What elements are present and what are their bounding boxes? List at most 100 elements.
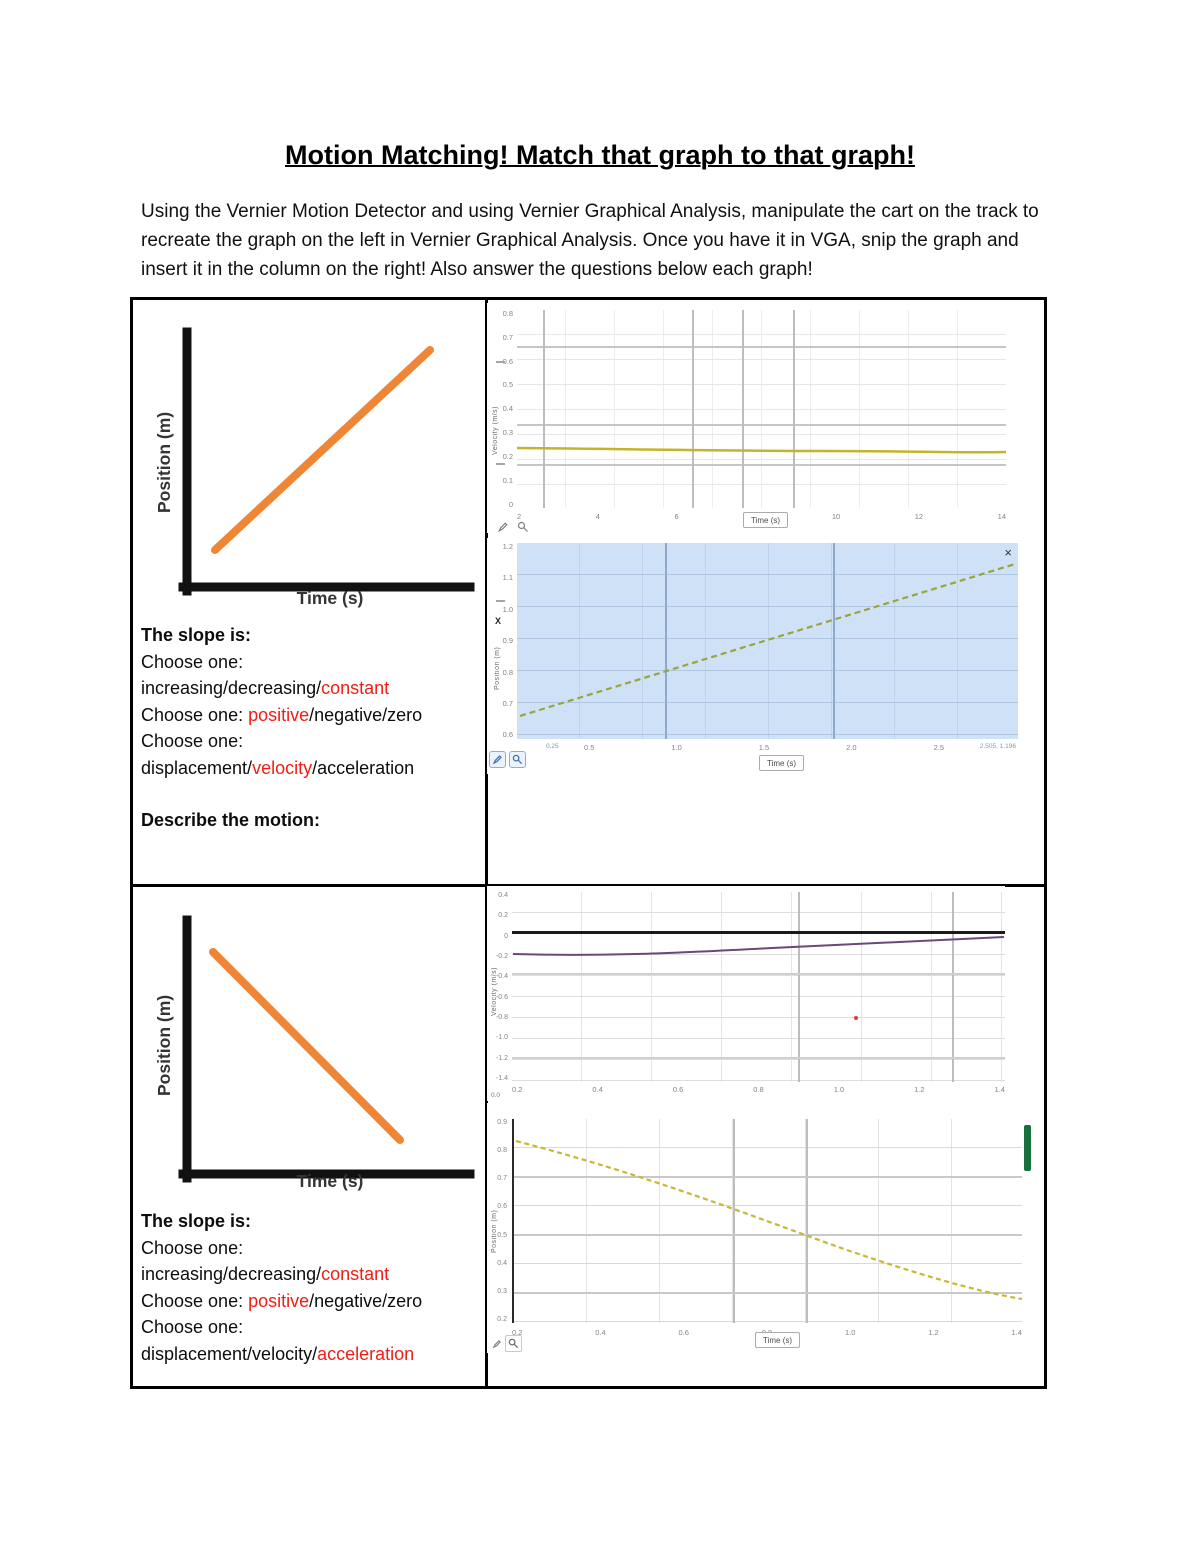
- tick-label: -0.4: [495, 973, 508, 981]
- tick-label: 14: [997, 512, 1006, 521]
- decreasing-position-trace: [515, 1139, 1023, 1301]
- tick-label: 0.4: [497, 1259, 507, 1267]
- tick-label: 0.6: [502, 356, 513, 366]
- option-text: /negative/zero: [309, 1290, 423, 1311]
- edit-graph-button[interactable]: [489, 1336, 504, 1351]
- position-line-decreasing: [209, 948, 404, 1144]
- tick-label: 0.9: [502, 636, 513, 646]
- pencil-icon: [492, 1339, 501, 1348]
- axis-rescale-handle[interactable]: [496, 600, 505, 602]
- edit-graph-button[interactable]: [495, 519, 510, 534]
- pencil-icon: [492, 755, 502, 765]
- tick-label: 0: [508, 499, 513, 509]
- tick-label: 0.8: [502, 309, 513, 318]
- axis-rescale-handle[interactable]: [496, 463, 505, 465]
- flat-velocity-trace: [517, 446, 1006, 454]
- scrollbar-thumb[interactable]: [1024, 1125, 1031, 1171]
- tick-label: 0.9: [497, 1119, 507, 1126]
- tick-label: 0.4: [502, 404, 513, 414]
- zoom-graph-button[interactable]: [515, 519, 530, 534]
- tick-label: 0.7: [497, 1175, 507, 1183]
- option-text: displacement/velocity/: [141, 1343, 318, 1364]
- options-slope-sign: Choose one: positive/negative/zero: [141, 702, 486, 729]
- sketch-y-label: Position (m): [154, 411, 174, 514]
- option-text: increasing/decreasing/: [141, 1264, 322, 1284]
- zoom-graph-button[interactable]: [509, 751, 526, 768]
- x-axis-label-button[interactable]: Time (s): [755, 1332, 801, 1348]
- edit-graph-button[interactable]: [489, 751, 506, 768]
- gridline: [517, 464, 1006, 466]
- options-quantity: displacement/velocity/acceleration: [141, 755, 486, 782]
- tick-label: 0.2: [512, 1328, 523, 1337]
- gridline: [742, 310, 744, 508]
- y-axis-ticks: 1.2 1.1 1.0 0.9 0.8 0.7 0.6: [487, 543, 513, 739]
- tick-label: 0.2: [498, 912, 508, 920]
- near-zero-velocity-trace: [512, 936, 1005, 956]
- tick-label: -1.2: [495, 1054, 508, 1062]
- gridline: [514, 1176, 1022, 1178]
- options-quantity: displacement/velocity/acceleration: [141, 1341, 486, 1368]
- y-axis-label[interactable]: Position (m): [491, 1209, 498, 1253]
- velocity-data-line: [517, 446, 1006, 454]
- vga-screenshot-position-decreasing: 0.9 0.8 0.7 0.6 0.5 0.4 0.3 0.2 Position (m) 0.…: [487, 1103, 1033, 1353]
- tick-label: 1.2: [914, 1085, 925, 1094]
- gridline: [692, 310, 694, 508]
- tick-label: 0.2: [497, 1315, 507, 1323]
- gridline: [517, 346, 1006, 348]
- column-divider: [485, 300, 488, 1386]
- question-block-row1: The slope is: Choose one: increasing/dec…: [141, 622, 486, 834]
- options-slope-type: increasing/decreasing/constant: [141, 1261, 486, 1288]
- tick-label: 1.0: [845, 1328, 856, 1337]
- x-axis-label-button[interactable]: Time (s): [743, 512, 789, 528]
- tick-label: 0.4: [498, 892, 508, 899]
- vga-screenshot-position-increasing: × 1.2 1.1 1.0 0.9 0.8 0.7 0.6 X Position (m) 0…: [487, 538, 1018, 774]
- sketch-x-label: Time (s): [296, 1171, 364, 1191]
- tick-label: 1.4: [994, 1085, 1005, 1094]
- vga-screenshot-velocity-negative: 0.4 0.2 0 -0.2 -0.4 -0.6 -0.8 -1.0 -1.2 -1.4 Velo…: [487, 886, 1005, 1101]
- gridline: [665, 543, 667, 739]
- close-icon[interactable]: ×: [1004, 545, 1012, 560]
- question-block-row2: The slope is: Choose one: increasing/dec…: [141, 1208, 486, 1367]
- plot-area-selected: ×: [517, 543, 1018, 739]
- axis-rescale-handle[interactable]: [496, 361, 505, 363]
- plot-area: [512, 892, 1005, 1082]
- y-axis-label[interactable]: Velocity (m/s): [491, 966, 498, 1016]
- sketch-graph-decreasing: Position (m) Time (s): [140, 893, 480, 1198]
- gridline: [517, 424, 1006, 426]
- zoom-graph-button[interactable]: [505, 1335, 522, 1352]
- magnifier-icon: [508, 1338, 519, 1349]
- axis-corner-value: 0.0: [491, 1092, 501, 1099]
- tick-label: 0.8: [502, 667, 513, 677]
- x-axis-label-button[interactable]: Time (s): [759, 755, 805, 771]
- cursor-readout: 2.505, 1.196: [979, 743, 1016, 750]
- tick-label: 2.5: [933, 743, 944, 752]
- sketch-axes-svg: [178, 327, 475, 596]
- page-title: Motion Matching! Match that graph to tha…: [285, 140, 915, 170]
- x-axis-strip: 0.25 0.5 1.0 1.5 2.0 2.5 2.505, 1.196: [544, 739, 1018, 756]
- increasing-position-trace: [519, 562, 1016, 718]
- tick-label: 1.2: [928, 1328, 939, 1337]
- x-axis-ticks: 0.2 0.4 0.6 0.8 1.0 1.2 1.4: [512, 1086, 1005, 1094]
- tick-label: 0.4: [592, 1085, 603, 1094]
- gridline: [793, 310, 795, 508]
- y-axis-label[interactable]: Position (m): [494, 646, 501, 690]
- tick-label: 0.5: [584, 743, 595, 752]
- y-axis-label[interactable]: Velocity (m/s): [492, 405, 499, 455]
- tick-label: 10: [831, 512, 841, 521]
- tick-label: 1.2: [502, 542, 513, 551]
- selected-answer: acceleration: [317, 1343, 415, 1364]
- sketch-y-label: Position (m): [154, 994, 174, 1097]
- tick-label: 0.6: [502, 730, 513, 740]
- tick-label: 0.7: [502, 332, 513, 342]
- tick-label: 0.8: [753, 1085, 764, 1094]
- selected-answer: constant: [321, 1264, 390, 1284]
- tick-label: 0.6: [678, 1328, 689, 1337]
- stray-data-point: [854, 1016, 858, 1020]
- gridline: [952, 892, 954, 1082]
- tick-label: 1.0: [833, 1085, 845, 1094]
- position-line-increasing: [211, 346, 434, 554]
- y-axis-variable-button[interactable]: X: [495, 616, 502, 626]
- choose-label: Choose one:: [141, 651, 244, 672]
- slope-heading: The slope is:: [141, 1211, 252, 1231]
